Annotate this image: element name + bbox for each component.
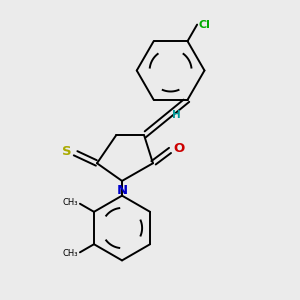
- Text: H: H: [172, 110, 181, 120]
- Text: O: O: [173, 142, 184, 155]
- Text: N: N: [116, 184, 128, 197]
- Text: S: S: [62, 145, 71, 158]
- Text: CH₃: CH₃: [62, 249, 78, 258]
- Text: Cl: Cl: [199, 20, 211, 30]
- Text: CH₃: CH₃: [62, 198, 78, 207]
